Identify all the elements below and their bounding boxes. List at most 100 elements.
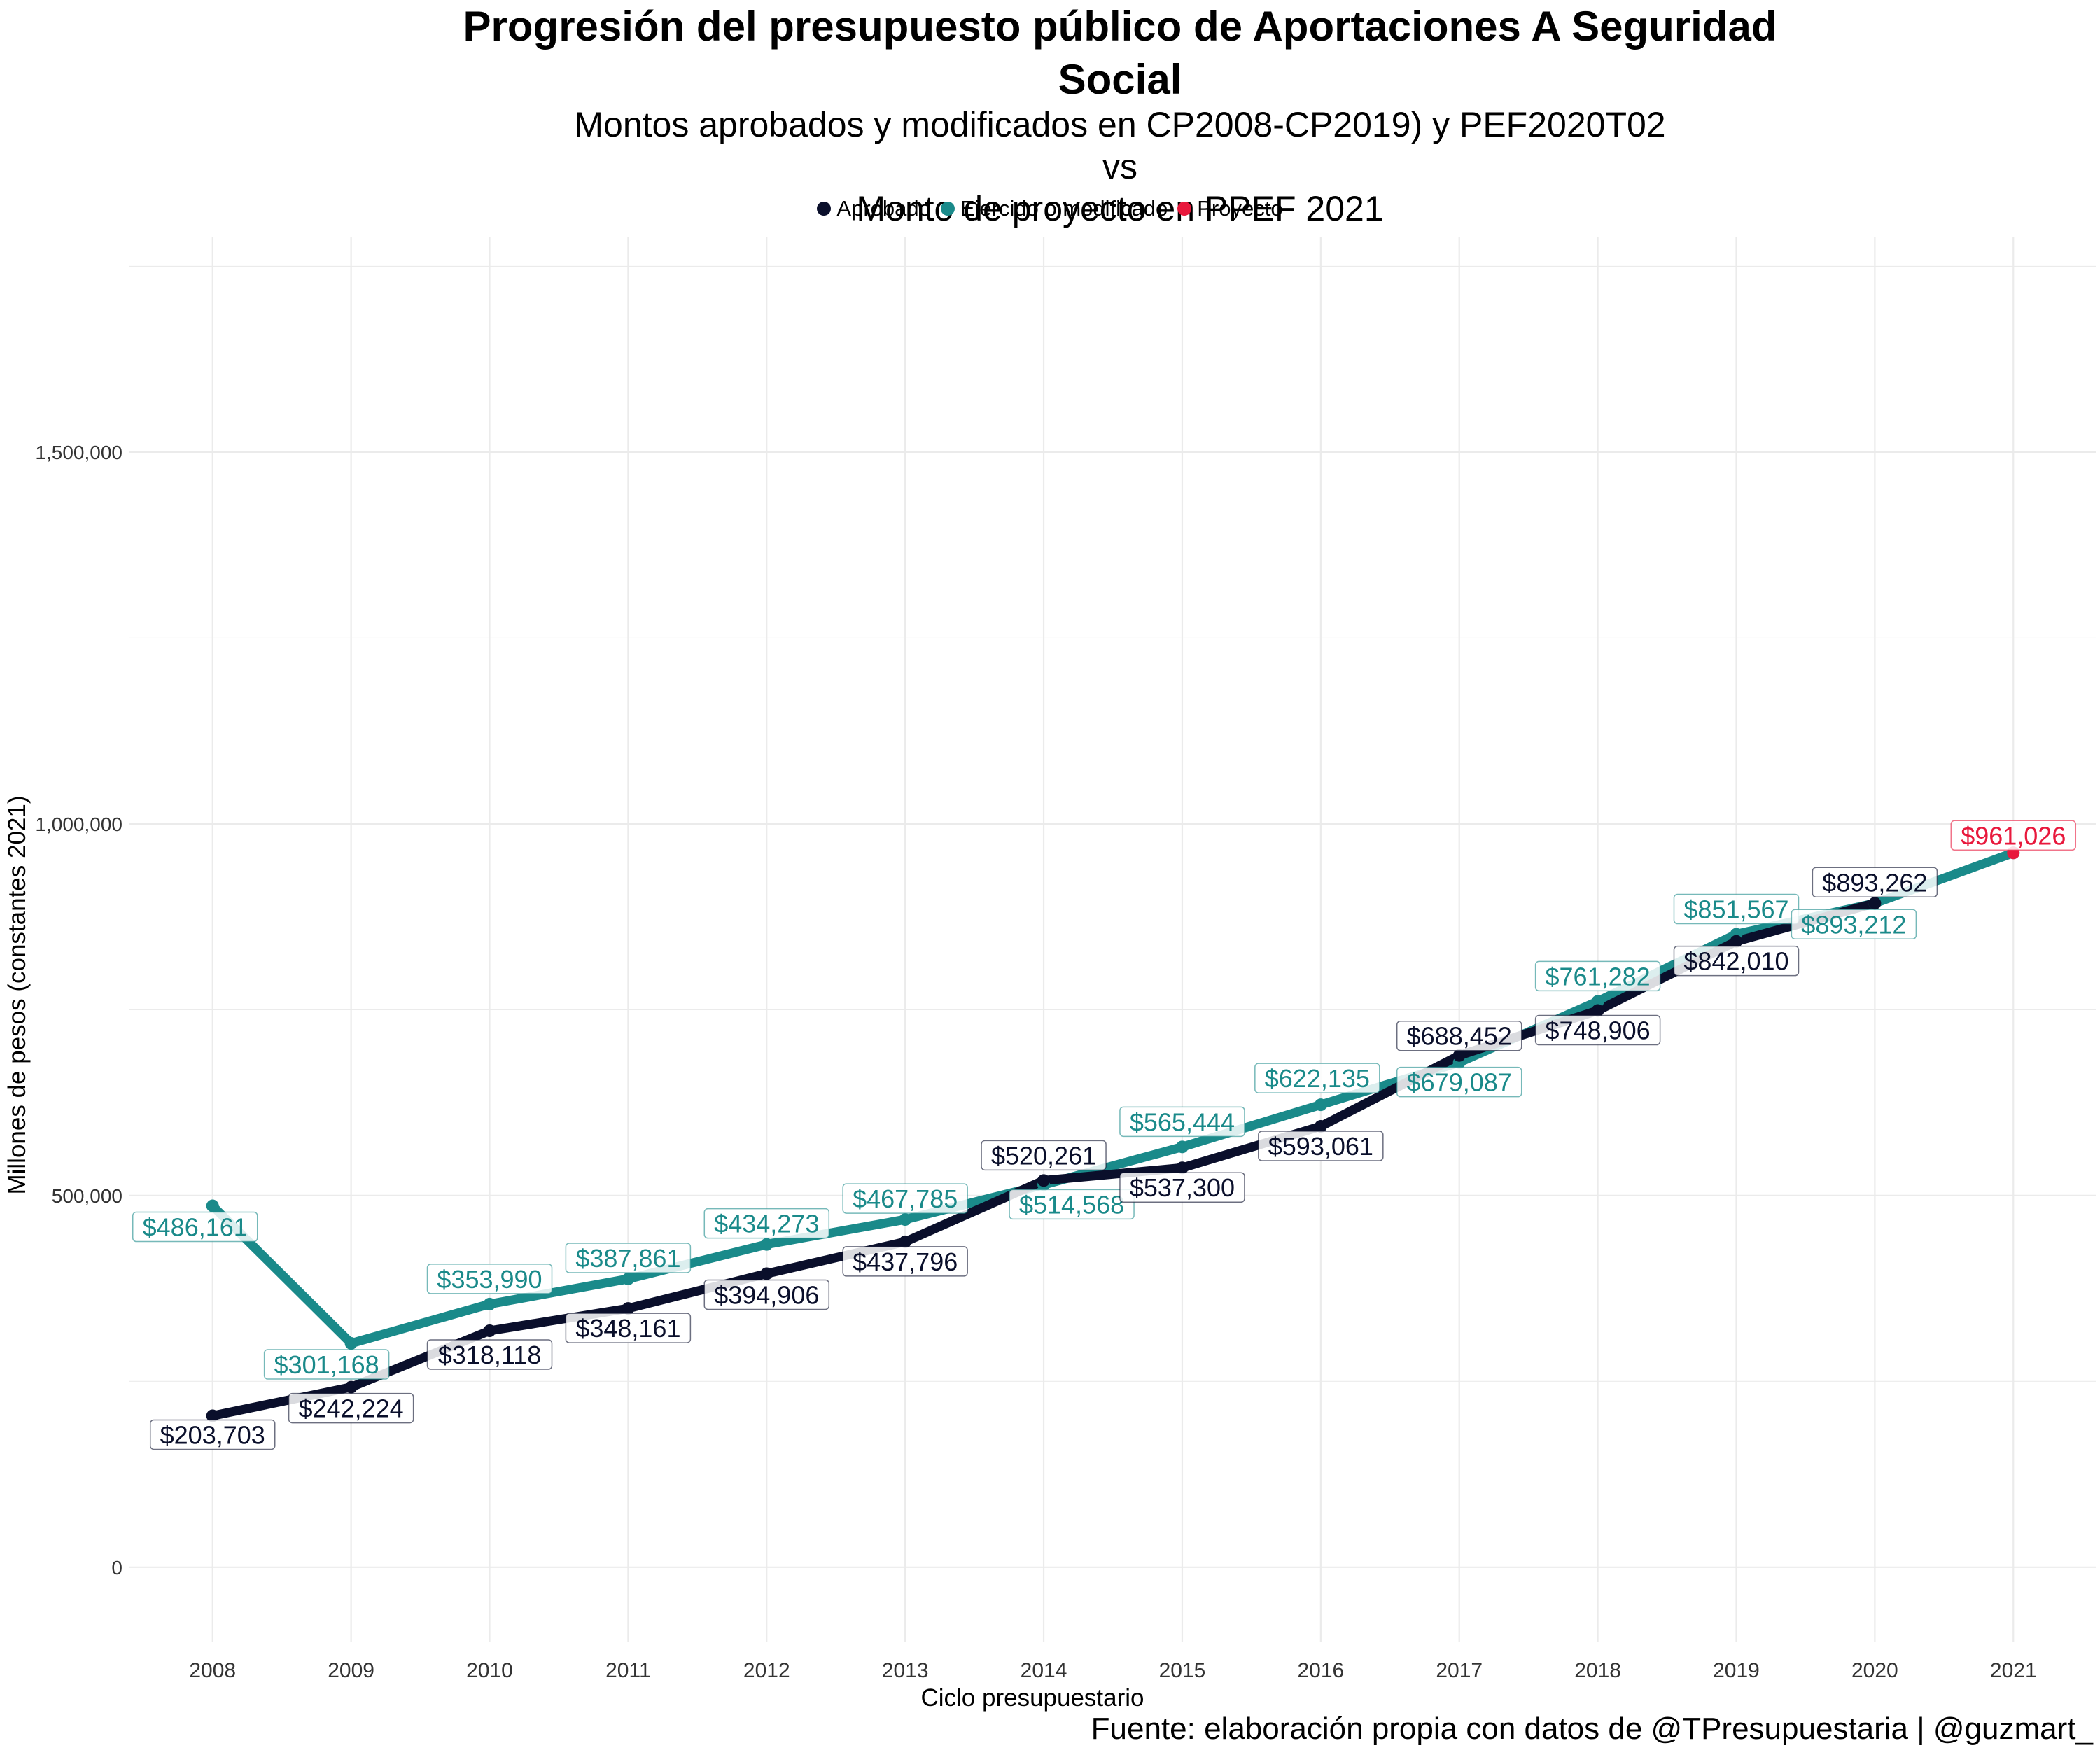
data-label-ejercido: $434,273 [714,1210,819,1238]
y-tick-label: 1,000,000 [35,813,122,835]
data-label-aprobado-box [288,1392,414,1424]
legend: Aprobado Ejercido o modificado Proyecto [0,196,2100,221]
data-point [483,1324,496,1337]
data-label-ejercido: $301,168 [274,1350,379,1379]
x-tick-label: 2010 [466,1659,513,1682]
data-label-aprobado-box [1812,867,1938,898]
data-point [483,1297,496,1310]
data-label-aprobado: $318,118 [438,1340,541,1369]
data-label-ejercido-box [842,1183,968,1214]
data-label-aprobado-box [149,1419,276,1450]
data-label-ejercido: $893,212 [1801,910,1906,939]
data-point [1591,995,1604,1008]
data-label-ejercido: $622,135 [1265,1064,1370,1093]
data-label-proyecto-box [1950,820,2077,851]
x-tick-label: 2019 [1713,1659,1760,1682]
x-tick-label: 2020 [1851,1659,1898,1682]
data-label-ejercido-box [132,1211,258,1242]
data-label-aprobado-box [1258,1130,1384,1161]
data-label-ejercido-box [1254,1063,1380,1093]
data-point [206,1199,219,1212]
data-label-aprobado: $688,452 [1407,1022,1512,1051]
data-label-ejercido: $467,785 [853,1184,958,1213]
x-tick-label: 2021 [1990,1659,2037,1682]
x-tick-label: 2017 [1436,1659,1483,1682]
data-point [1314,1120,1327,1133]
chart-caption: Fuente: elaboración propia con datos de … [1091,1712,2093,1746]
data-point [1175,1161,1189,1175]
data-label-ejercido-box [565,1242,692,1273]
data-label-aprobado-box [565,1312,692,1343]
data-label-ejercido: $514,568 [1019,1190,1124,1219]
data-point [1175,1140,1189,1154]
data-point [206,1409,219,1422]
data-point [1314,1098,1327,1112]
data-label-ejercido: $679,087 [1407,1068,1512,1097]
data-label-aprobado: $242,224 [299,1394,404,1423]
legend-label-proyecto: Proyecto [1197,196,1283,220]
legend-dot-proyecto [1177,202,1192,216]
data-label-ejercido-box [1673,893,1800,925]
data-label-ejercido-box [1791,909,1917,940]
x-tick-label: 2018 [1574,1659,1621,1682]
data-label-aprobado-box [842,1246,968,1277]
y-tick-label: 1,500,000 [35,442,122,463]
data-label-ejercido-box [1396,1066,1522,1098]
legend-dot-aprobado [817,202,832,216]
data-label-aprobado: $203,703 [160,1420,265,1449]
data-point [622,1272,635,1285]
legend-dot-ejercido [940,202,955,216]
data-label-aprobado: $537,300 [1130,1173,1235,1202]
data-label-ejercido: $353,990 [437,1265,542,1294]
data-point [1452,1049,1466,1062]
data-label-aprobado-box [426,1339,553,1370]
legend-item-aprobado: Aprobado [817,196,931,221]
data-label-aprobado: $593,061 [1268,1132,1373,1161]
legend-label-ejercido: Ejercido o modificado [960,196,1168,220]
x-tick-label: 2013 [882,1659,929,1682]
data-point [1868,897,1882,910]
data-label-aprobado: $520,261 [991,1141,1096,1170]
legend-item-ejercido: Ejercido o modificado [940,196,1168,221]
data-label-ejercido-box [1119,1106,1245,1138]
data-label-aprobado: $842,010 [1684,947,1788,976]
data-label-aprobado-box [1396,1020,1522,1051]
data-label-proyecto: $961,026 [1961,821,2066,850]
data-label-ejercido-box [1009,1189,1135,1220]
x-tick-label: 2011 [606,1659,651,1682]
x-tick-label: 2014 [1021,1659,1068,1682]
data-label-aprobado-box [1534,1014,1661,1046]
legend-item-proyecto: Proyecto [1177,196,1283,221]
data-point [899,1235,912,1248]
data-point [1591,1004,1604,1017]
data-point [760,1238,774,1251]
data-label-ejercido-box [263,1349,390,1380]
data-label-aprobado-box [1119,1172,1245,1203]
x-tick-label: 2012 [743,1659,790,1682]
data-label-aprobado: $394,906 [714,1280,819,1309]
y-tick-label: 0 [111,1557,122,1578]
data-label-aprobado: $348,161 [575,1314,680,1343]
data-point [344,1336,358,1350]
legend-label-aprobado: Aprobado [836,196,931,220]
y-axis-label: Millones de pesos (constantes 2021) [4,795,31,1194]
y-tick-label: 500,000 [52,1185,122,1207]
data-point [899,1213,912,1226]
data-point [1037,1174,1051,1187]
data-label-ejercido-box [426,1264,553,1294]
data-label-ejercido: $761,282 [1546,962,1651,990]
subtitle-line-1: Montos aprobados y modificados en CP2008… [574,105,1666,186]
data-label-ejercido: $387,861 [575,1244,680,1273]
data-point [760,1267,774,1280]
data-label-ejercido-box [704,1208,830,1239]
x-axis-label: Ciclo presupuestario [920,1684,1144,1712]
x-tick-label: 2008 [189,1659,236,1682]
x-tick-label: 2015 [1159,1659,1206,1682]
data-label-aprobado-box [1673,945,1800,976]
data-label-aprobado: $437,796 [853,1247,958,1276]
data-point [1730,934,1743,948]
data-point [344,1380,358,1394]
data-label-ejercido: $486,161 [143,1213,248,1242]
data-label-aprobado-box [704,1279,830,1310]
